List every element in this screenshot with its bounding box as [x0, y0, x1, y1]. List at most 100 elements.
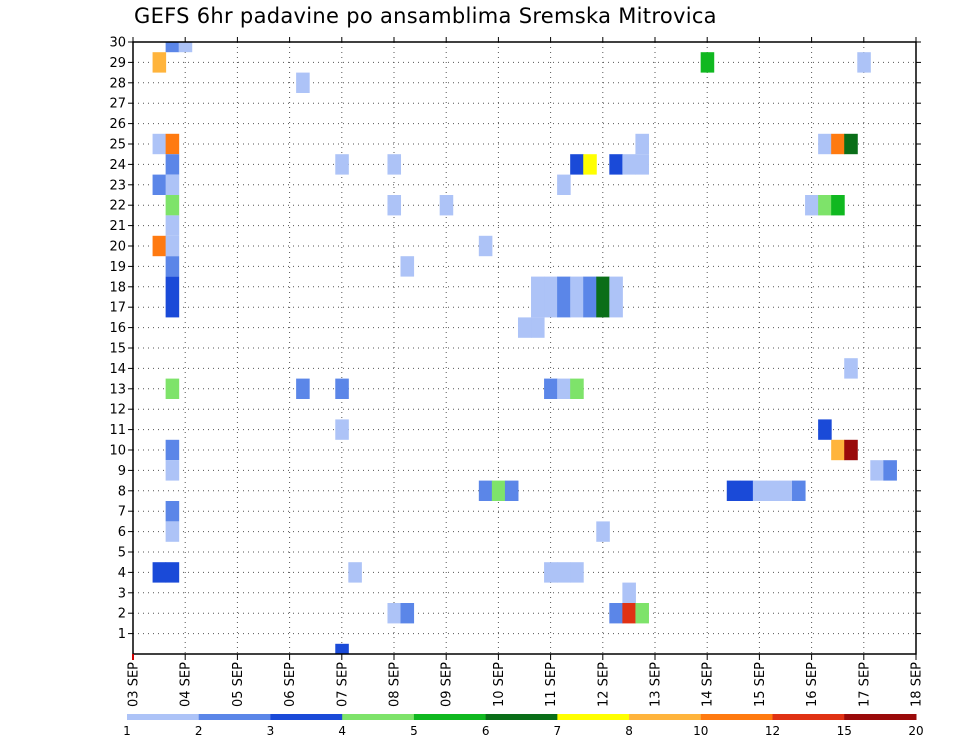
precip-cell [478, 235, 493, 257]
y-tick-label: 11 [109, 423, 126, 438]
y-tick-label: 30 [109, 36, 126, 51]
precip-cell [165, 174, 180, 195]
legend-label: 10 [693, 724, 708, 738]
precip-cell [778, 480, 793, 501]
precip-cell [165, 562, 180, 583]
legend-label: 15 [837, 724, 852, 738]
precip-cell [531, 276, 545, 297]
y-tick-label: 25 [109, 138, 126, 153]
precip-cell [557, 562, 571, 583]
precip-cell [870, 460, 884, 481]
y-tick-label: 12 [109, 403, 126, 418]
precip-cell [609, 297, 623, 318]
y-tick-label: 10 [109, 444, 126, 459]
precip-cell [557, 174, 571, 195]
precip-cell [152, 133, 167, 155]
y-tick-label: 3 [118, 586, 126, 601]
precip-cell [165, 133, 180, 155]
precip-cell [165, 235, 180, 257]
precip-cell [335, 378, 349, 399]
precip-cell [609, 603, 623, 624]
precip-cell [296, 378, 310, 399]
precip-cell [583, 276, 597, 297]
precip-cell [765, 480, 780, 501]
precip-cell [818, 195, 832, 216]
precip-cell [165, 378, 180, 399]
data-cells [152, 42, 897, 654]
chart-title: GEFS 6hr padavine po ansamblima Sremska … [134, 4, 717, 28]
y-tick-label: 18 [109, 280, 126, 295]
y-tick-label: 24 [109, 158, 126, 173]
x-axis: 03 SEP 04 SEP 05 SEP 06 SEP 07 SEP 08 SEP 09 S… [127, 37, 925, 707]
x-tick-label: 06 SEP [283, 662, 298, 707]
legend-swatch [198, 714, 271, 720]
legend-label: 6 [482, 724, 490, 738]
precip-cell [857, 52, 871, 73]
precip-cell [557, 297, 571, 318]
precip-cell [152, 562, 167, 583]
precip-cell [178, 42, 193, 53]
precip-cell [818, 419, 832, 440]
precip-cell [531, 297, 545, 318]
y-tick-label: 15 [109, 342, 126, 357]
precip-cell [583, 297, 597, 318]
precip-cell [165, 154, 180, 175]
legend-swatch [557, 714, 630, 720]
precip-cell [805, 195, 819, 216]
y-axis: 1234567891011121314151617181920212223242… [109, 36, 921, 642]
precip-cell [570, 154, 584, 175]
precip-cell [609, 154, 623, 175]
precip-cell [296, 72, 310, 93]
precip-cell [622, 603, 636, 624]
legend-label: 8 [625, 724, 633, 738]
precip-cell [844, 358, 858, 379]
precip-cell [570, 297, 584, 318]
precip-cell [557, 378, 571, 399]
precip-cell [439, 195, 454, 216]
y-tick-label: 20 [109, 240, 126, 255]
precip-cell [570, 378, 584, 399]
y-tick-label: 19 [109, 260, 126, 275]
precip-cell [152, 235, 167, 257]
y-tick-label: 1 [118, 627, 126, 642]
precip-cell [517, 317, 532, 338]
precip-cell [831, 133, 845, 155]
precip-cell [165, 276, 180, 297]
x-tick-label: 11 SEP [544, 662, 559, 707]
legend-swatch [342, 714, 415, 720]
legend-swatch [629, 714, 702, 720]
y-tick-label: 2 [118, 607, 126, 622]
x-tick-label: 13 SEP [649, 662, 664, 707]
precip-cell [348, 562, 362, 583]
y-tick-label: 8 [118, 484, 126, 499]
precip-cell [622, 154, 636, 175]
precip-cell [387, 603, 402, 624]
y-tick-label: 26 [109, 117, 126, 132]
precip-cell [818, 133, 832, 155]
precip-cell [491, 480, 506, 501]
legend-label: 3 [267, 724, 275, 738]
precip-cell [726, 480, 741, 501]
legend-label: 12 [765, 724, 780, 738]
legend-label: 5 [410, 724, 418, 738]
y-tick-label: 28 [109, 76, 126, 91]
precip-cell [831, 195, 845, 216]
legend-swatch [700, 714, 774, 720]
y-tick-label: 9 [118, 464, 126, 479]
x-tick-label: 09 SEP [440, 662, 455, 707]
precip-cell [165, 195, 180, 216]
y-tick-label: 7 [118, 505, 126, 520]
precip-cell [557, 276, 571, 297]
legend-label: 2 [195, 724, 203, 738]
precip-cell [635, 133, 649, 155]
precip-cell [596, 521, 610, 542]
y-tick-label: 29 [109, 56, 126, 71]
legend-swatch [270, 714, 343, 720]
precip-cell [609, 276, 623, 297]
legend-label: 1 [123, 724, 131, 738]
precip-cell [635, 603, 649, 624]
precip-cell [165, 297, 180, 318]
x-tick-label: 03 SEP [127, 662, 142, 707]
legend-swatch [413, 714, 487, 720]
